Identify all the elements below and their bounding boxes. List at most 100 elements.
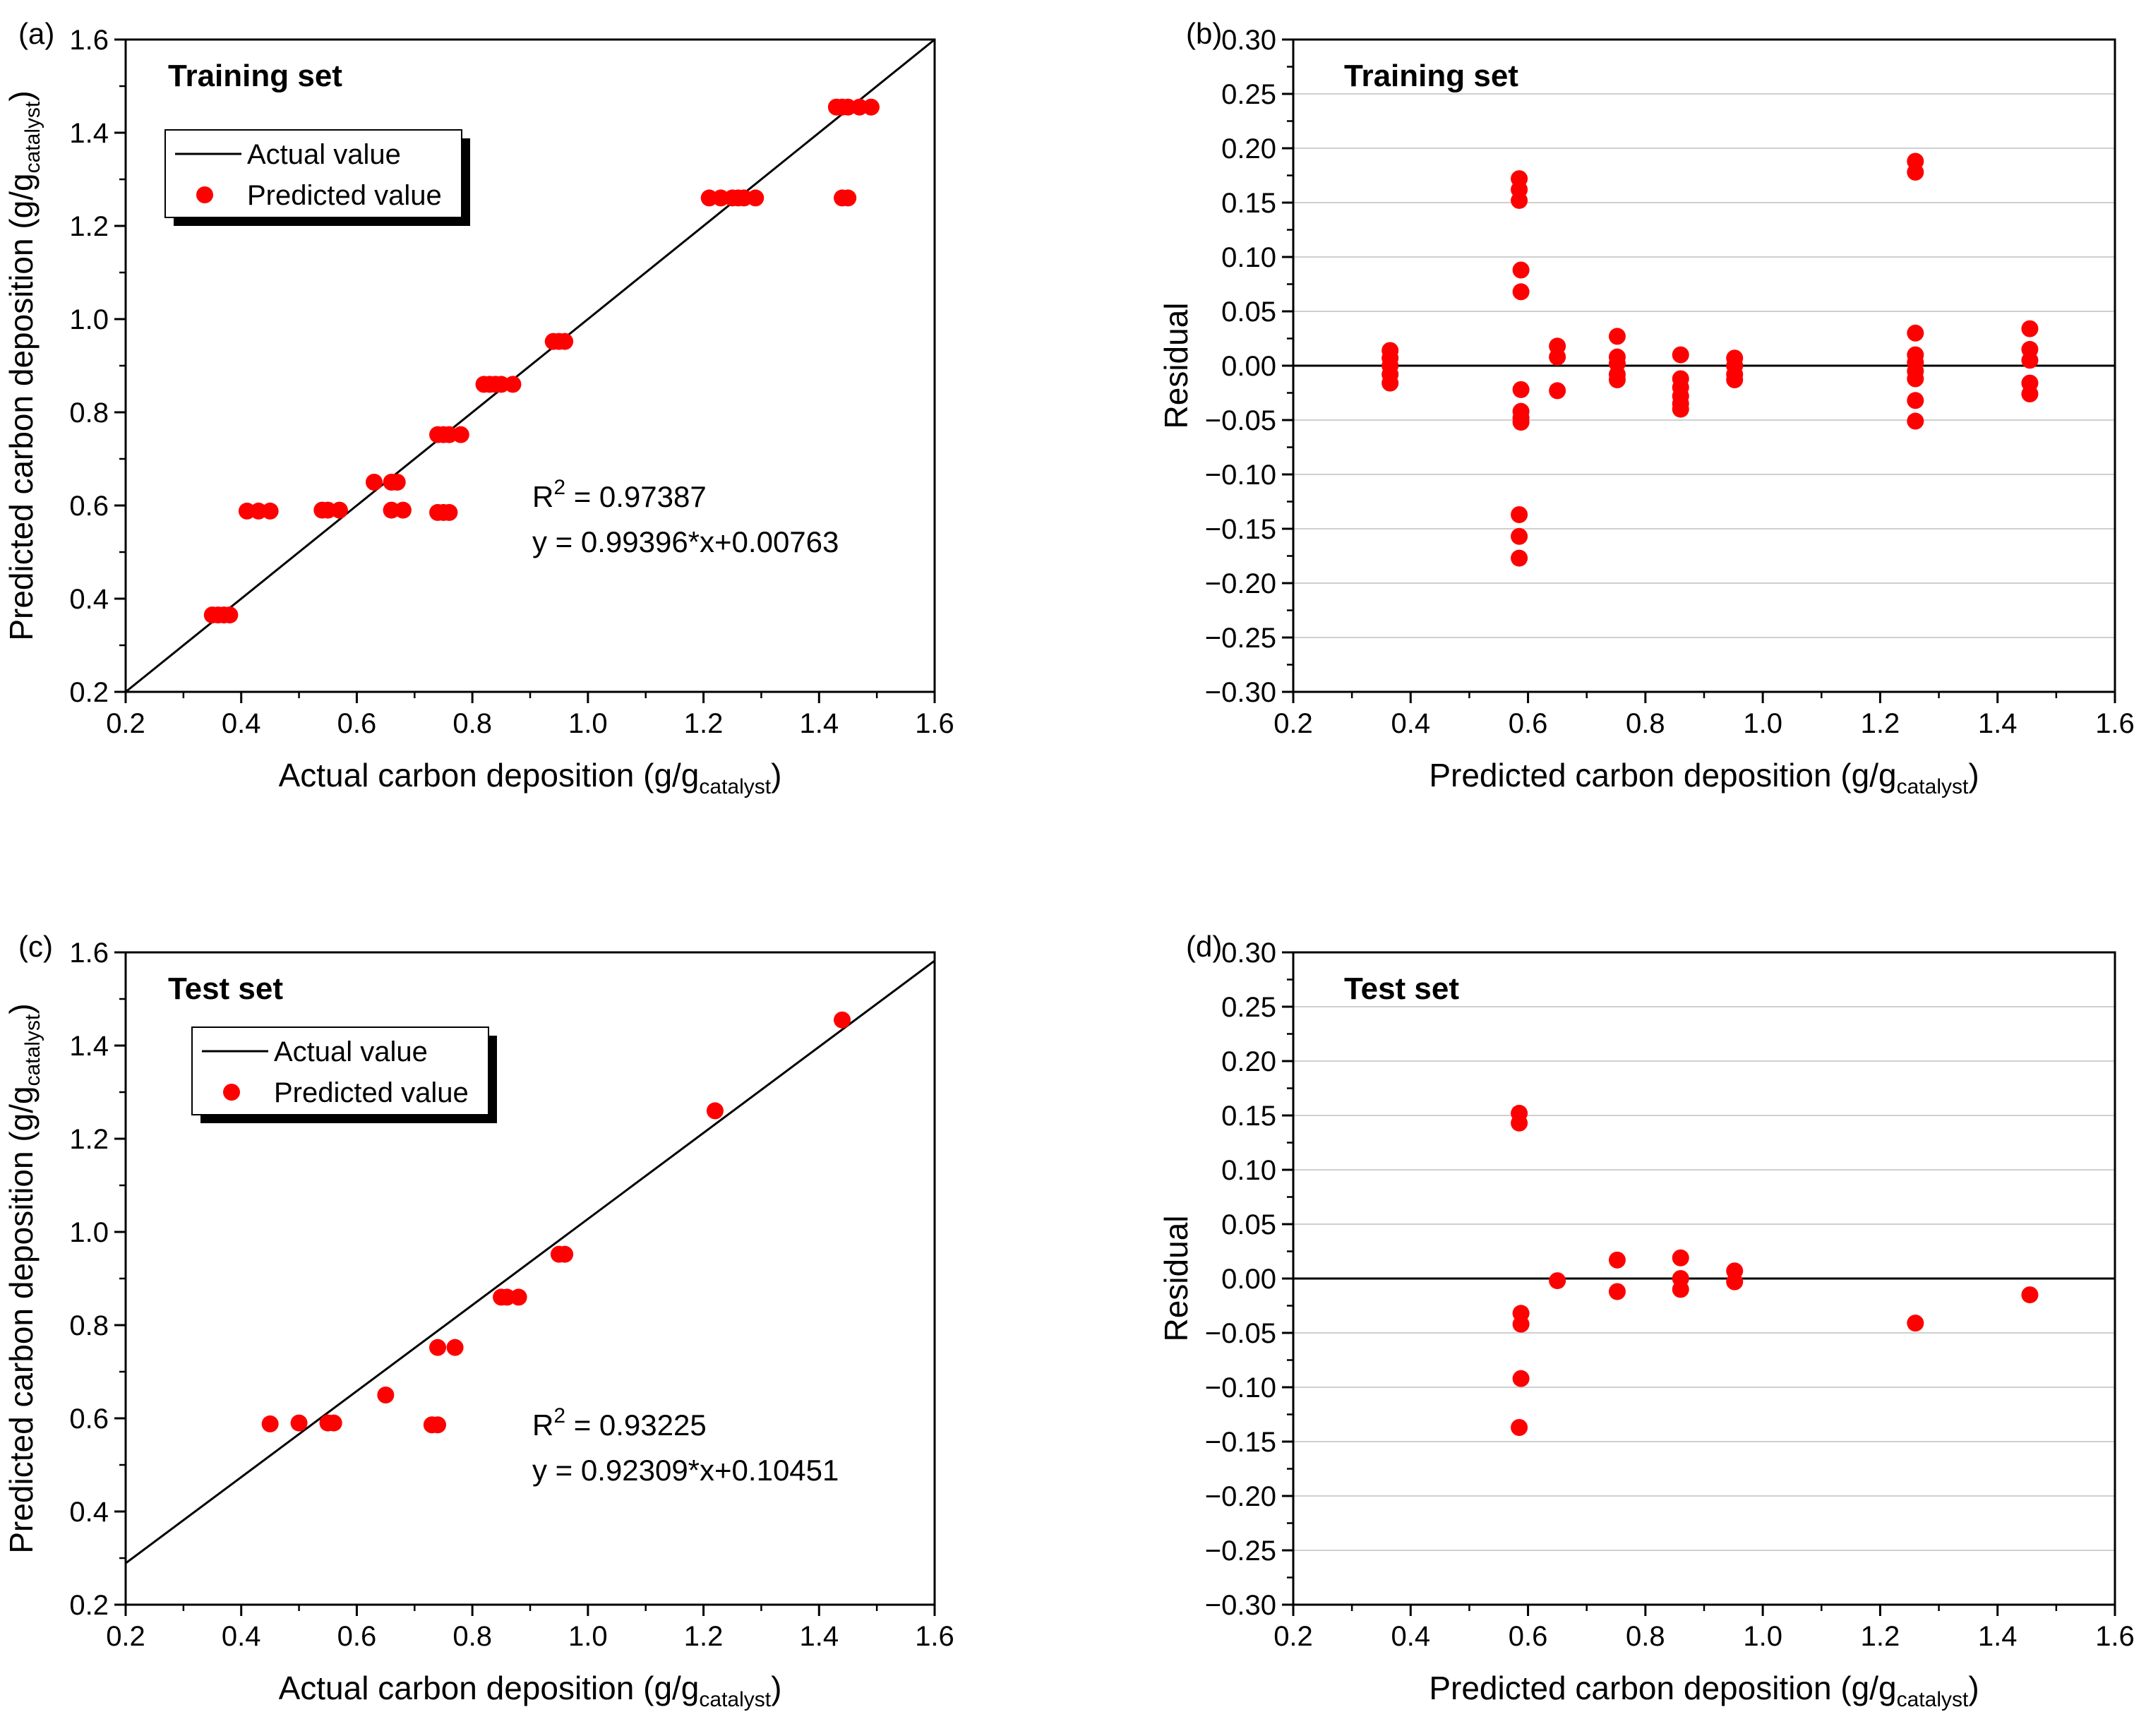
y-tick-label: 1.2 bbox=[69, 1124, 109, 1155]
x-axis-label: Actual carbon deposition (g/gcatalyst) bbox=[279, 1670, 782, 1711]
data-point bbox=[429, 1416, 447, 1434]
x-tick-label: 1.0 bbox=[1743, 1621, 1782, 1652]
x-tick-label: 1.4 bbox=[1978, 708, 2018, 739]
legend-marker-swatch bbox=[196, 186, 213, 203]
y-tick-label: 0.4 bbox=[69, 584, 109, 615]
y-tick-label: 0.30 bbox=[1221, 25, 1276, 56]
chart-title: Training set bbox=[168, 59, 342, 93]
data-point bbox=[261, 1415, 279, 1432]
x-tick-label: 1.2 bbox=[1861, 708, 1900, 739]
y-tick-label: 1.2 bbox=[69, 211, 109, 242]
x-tick-label: 0.4 bbox=[222, 708, 261, 739]
x-tick-label: 1.4 bbox=[799, 1621, 839, 1652]
y-tick-label: −0.10 bbox=[1205, 1372, 1276, 1403]
data-point bbox=[2021, 385, 2039, 403]
x-tick-label: 0.8 bbox=[1626, 1621, 1665, 1652]
data-point bbox=[1907, 392, 1924, 409]
chart-title: Test set bbox=[1344, 971, 1459, 1006]
x-axis-label: Predicted carbon deposition (g/gcatalyst… bbox=[1429, 757, 1979, 798]
data-point bbox=[388, 474, 406, 491]
chart-panel-b: 0.2 0.4 0.6 0.8 1.0 1.2 1.4 1.6 −0.30 −0.25 −0.20 −… bbox=[1158, 17, 2135, 798]
data-point bbox=[1907, 163, 1924, 181]
data-point bbox=[1511, 1114, 1528, 1132]
data-point bbox=[446, 1339, 464, 1356]
y-tick-label: 0.8 bbox=[69, 397, 109, 429]
legend-box bbox=[191, 1026, 489, 1115]
x-tick-label: 1.2 bbox=[684, 1621, 724, 1652]
x-tick-label: 0.4 bbox=[222, 1621, 261, 1652]
data-point bbox=[2021, 1286, 2039, 1304]
r-squared-annotation: R2 = 0.97387 bbox=[532, 476, 707, 513]
data-point bbox=[1381, 374, 1399, 392]
y-tick-label: 1.0 bbox=[69, 1217, 109, 1248]
data-point bbox=[747, 189, 765, 207]
x-tick-label: 1.4 bbox=[1978, 1621, 2018, 1652]
legend-box bbox=[164, 129, 462, 218]
y-tick-label: −0.25 bbox=[1205, 623, 1276, 654]
y-tick-label: 0.00 bbox=[1221, 1264, 1276, 1295]
data-point bbox=[510, 1288, 527, 1306]
fit-equation-annotation: y = 0.99396*x+0.00763 bbox=[532, 525, 839, 558]
x-tick-label: 1.2 bbox=[684, 708, 724, 739]
data-point bbox=[1608, 1283, 1626, 1300]
y-tick-label: 0.05 bbox=[1221, 297, 1276, 328]
x-tick-label: 0.4 bbox=[1391, 708, 1430, 739]
x-tick-label: 0.8 bbox=[452, 708, 492, 739]
data-point bbox=[1549, 1272, 1566, 1290]
y-tick-label: 0.2 bbox=[69, 1590, 109, 1621]
data-point bbox=[504, 376, 522, 393]
data-point bbox=[1511, 505, 1528, 523]
legend-actual-label: Actual value bbox=[274, 1036, 428, 1067]
y-tick-label: 0.25 bbox=[1221, 79, 1276, 110]
data-point bbox=[1672, 1249, 1689, 1267]
data-point bbox=[1726, 1273, 1744, 1291]
y-axis-label: Residual bbox=[1158, 1216, 1194, 1342]
data-point bbox=[1907, 412, 1924, 430]
data-point bbox=[1549, 348, 1566, 366]
data-point bbox=[1512, 381, 1530, 398]
y-tick-label: −0.20 bbox=[1205, 1481, 1276, 1512]
data-point bbox=[1512, 283, 1530, 301]
chart-panel-d: 0.2 0.4 0.6 0.8 1.0 1.2 1.4 1.6 −0.30 −0.25 −0.20 −… bbox=[1158, 930, 2135, 1711]
y-tick-label: −0.15 bbox=[1205, 1427, 1276, 1458]
y-tick-label: 0.6 bbox=[69, 1403, 109, 1435]
data-point bbox=[1907, 324, 1924, 342]
data-point bbox=[377, 1387, 395, 1403]
legend: Actual value Predicted value bbox=[164, 129, 470, 226]
data-point bbox=[1907, 1315, 1924, 1332]
data-point bbox=[1672, 1281, 1689, 1298]
x-tick-label: 0.2 bbox=[1273, 1621, 1313, 1652]
data-point bbox=[1608, 328, 1626, 345]
data-point bbox=[839, 189, 857, 207]
data-point bbox=[325, 1414, 342, 1432]
x-tick-label: 0.6 bbox=[337, 1621, 377, 1652]
x-tick-label: 1.6 bbox=[915, 708, 954, 739]
x-tick-label: 0.6 bbox=[1509, 708, 1548, 739]
x-tick-label: 0.2 bbox=[106, 1621, 145, 1652]
y-tick-label: 0.2 bbox=[69, 677, 109, 708]
panel-label: (c) bbox=[18, 930, 53, 963]
y-tick-label: 0.6 bbox=[69, 491, 109, 522]
data-point bbox=[452, 426, 469, 443]
data-point bbox=[706, 1102, 724, 1120]
y-tick-label: 1.4 bbox=[69, 118, 109, 149]
data-point bbox=[1512, 1315, 1530, 1333]
y-axis-label: Predicted carbon deposition (g/gcatalyst… bbox=[3, 1003, 44, 1553]
y-tick-label: 1.0 bbox=[69, 304, 109, 335]
fit-equation-annotation: y = 0.92309*x+0.10451 bbox=[532, 1454, 839, 1487]
x-tick-label: 0.6 bbox=[1509, 1621, 1548, 1652]
data-point bbox=[2021, 320, 2039, 337]
y-tick-label: 1.6 bbox=[69, 938, 109, 969]
data-point bbox=[290, 1414, 308, 1432]
x-tick-label: 1.2 bbox=[1861, 1621, 1900, 1652]
data-point bbox=[862, 98, 880, 116]
data-point bbox=[365, 474, 383, 491]
data-point bbox=[556, 1245, 574, 1263]
x-tick-label: 1.6 bbox=[2095, 1621, 2135, 1652]
y-tick-label: 1.4 bbox=[69, 1031, 109, 1062]
legend-marker-swatch bbox=[223, 1084, 240, 1101]
data-point bbox=[1511, 191, 1528, 209]
data-point bbox=[1512, 261, 1530, 279]
actual-value-line bbox=[126, 959, 935, 1564]
